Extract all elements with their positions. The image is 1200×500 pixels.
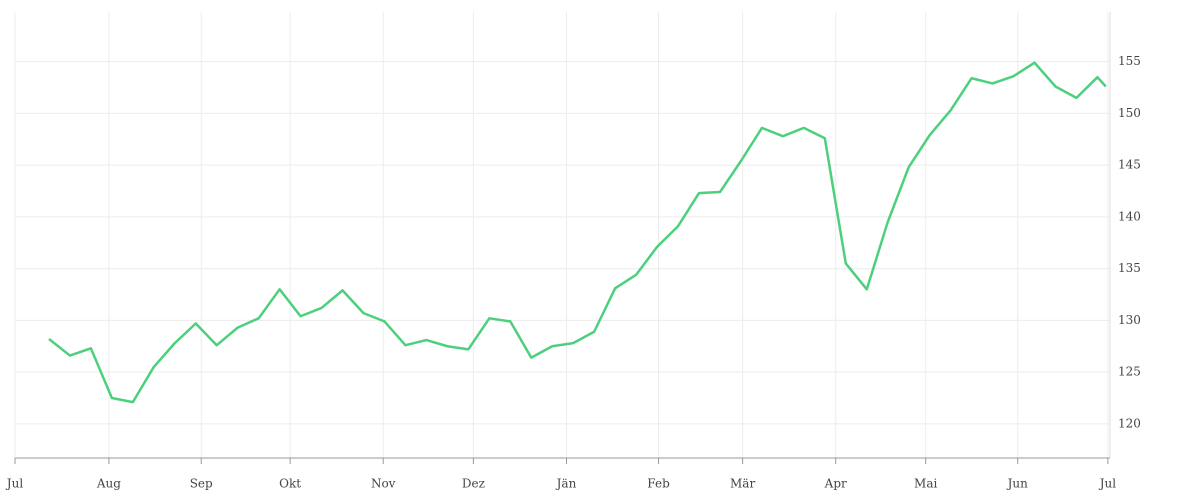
x-tick-label: Apr [824,477,847,491]
y-tick-label: 140 [1118,209,1141,223]
x-tick-label: Mai [914,477,937,491]
y-tick-label: 120 [1118,416,1141,430]
x-tick-label: Feb [647,477,670,491]
y-tick-label: 130 [1118,313,1141,327]
x-tick-label: Jul [5,477,24,491]
x-tick-label: Jun [1006,477,1029,491]
x-tick-label: Sep [190,477,213,491]
y-tick-label: 145 [1118,158,1141,172]
x-tick-label: Okt [279,477,301,491]
x-tick-label: Aug [96,477,121,491]
x-tick-label: Nov [371,477,396,491]
x-tick-label: Jän [555,477,577,491]
y-tick-label: 125 [1118,365,1141,379]
x-tick-label: Mär [730,477,755,491]
y-tick-label: 150 [1118,106,1141,120]
y-tick-label: 135 [1118,261,1141,275]
line-series [48,61,1107,404]
y-tick-label: 155 [1118,54,1141,68]
x-tick-label: Jul [1098,477,1117,491]
x-tick-label: Dez [462,477,485,491]
